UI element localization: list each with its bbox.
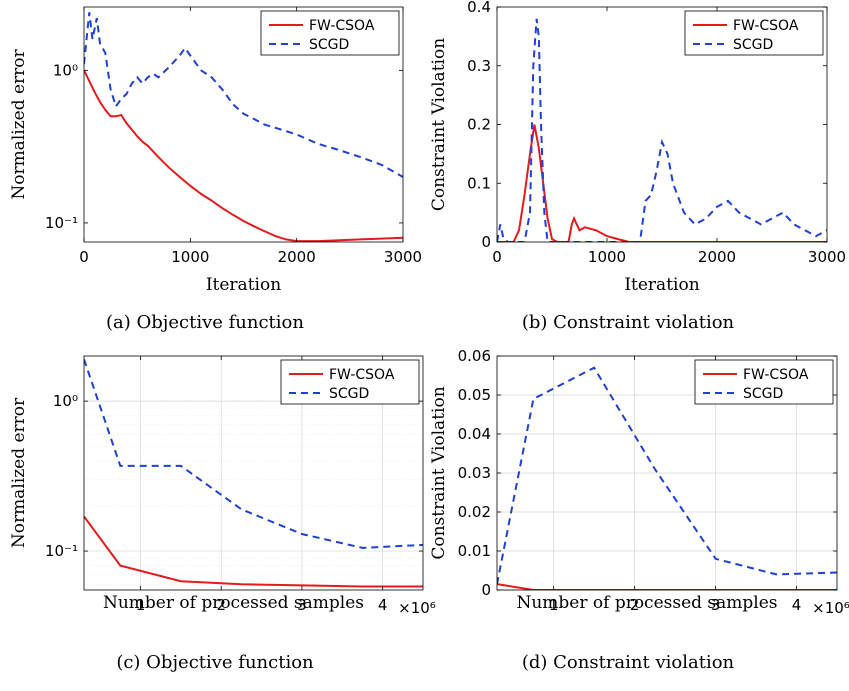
series-line-fw-csoa: [84, 515, 423, 588]
x-axis-label: Number of processed samples: [516, 593, 777, 613]
y-axis-label: Normalized error: [9, 397, 29, 548]
series-line-scgd: [497, 366, 837, 585]
legend-entry-scgd: SCGD: [309, 37, 349, 53]
x-axis-label: Iteration: [206, 275, 281, 295]
x-tick-label: 2000: [698, 248, 736, 266]
y-axis-label: Constraint Violation: [429, 386, 449, 559]
legend-entry-fw-csoa: FW-CSOA: [733, 18, 799, 34]
x-tick-label: 3000: [384, 248, 422, 266]
caption: (a) Objective function: [106, 312, 304, 333]
y-tick-label: 0: [481, 581, 491, 599]
chart-panel-b: 0 1000 2000 3000 0 0.1 0.2 0.3 0.4 Iteration Const…: [429, 0, 846, 333]
y-tick-label: 0.3: [467, 57, 491, 75]
x-tick-label: 1: [136, 596, 146, 614]
caption: (b) Constraint violation: [522, 312, 735, 333]
legend-box: [280, 359, 420, 405]
y-tick-label: 0.1: [467, 174, 491, 192]
legend-entry-fw-csoa: FW-CSOA: [329, 367, 395, 383]
legend: FW-CSOA SCGD: [260, 10, 400, 56]
y-tick-label: 0.2: [467, 116, 491, 134]
x-tick-label: 0: [492, 248, 502, 266]
series-line-scgd: [84, 12, 403, 178]
legend-entry-fw-csoa: FW-CSOA: [743, 367, 809, 383]
legend-entry-scgd: SCGD: [743, 386, 783, 402]
y-tick-label: 0: [481, 233, 491, 251]
y-tick-label: 10⁻¹: [45, 214, 78, 232]
legend-box: [684, 10, 824, 56]
x-tick-label: 0: [79, 248, 89, 266]
y-tick-label: 10⁰: [53, 392, 78, 410]
x-tick-label: 4: [792, 596, 802, 614]
y-tick-label: 0.4: [467, 0, 491, 16]
axes-box: [83, 355, 424, 591]
series-line-scgd: [497, 18, 827, 242]
legend: FW-CSOA SCGD: [684, 10, 824, 56]
chart-panel-c: 1 2 3 4 10⁻¹ 10⁰ Number of processed samples ×1…: [9, 355, 436, 673]
caption: (d) Constraint violation: [522, 652, 735, 673]
x-tick-label: 1000: [588, 248, 626, 266]
x-tick-label: 4: [378, 596, 388, 614]
series-line-fw-csoa: [497, 124, 827, 242]
legend-entry-scgd: SCGD: [733, 37, 773, 53]
x-tick-label: 3000: [808, 248, 846, 266]
y-tick-label: 0.05: [458, 386, 491, 404]
y-tick-label: 0.01: [458, 542, 491, 560]
caption: (c) Objective function: [116, 652, 314, 673]
series-line-scgd: [84, 358, 423, 549]
x-tick-label: 3: [711, 596, 721, 614]
x-tick-label: 2000: [278, 248, 316, 266]
y-axis-label: Constraint Violation: [429, 38, 449, 211]
x-tick-label: 3: [297, 596, 307, 614]
x-tick-label: 2: [630, 596, 640, 614]
y-tick-label: 0.06: [458, 347, 491, 365]
y-tick-label: 0.04: [458, 425, 491, 443]
legend-entry-fw-csoa: FW-CSOA: [309, 18, 375, 34]
x-scale-note: ×10⁶: [398, 599, 436, 617]
legend-box: [694, 359, 834, 405]
y-tick-label: 0.02: [458, 503, 491, 521]
chart-panel-a: 0 1000 2000 3000 10⁻¹ 10⁰ Iteration Normalized …: [9, 6, 422, 333]
y-axis-label: Normalized error: [9, 48, 29, 199]
legend: FW-CSOA SCGD: [694, 359, 834, 405]
legend-box: [260, 10, 400, 56]
x-tick-label: 1: [549, 596, 559, 614]
x-axis-label: Number of processed samples: [103, 593, 364, 613]
legend: FW-CSOA SCGD: [280, 359, 420, 405]
x-axis-label: Iteration: [624, 275, 699, 295]
x-scale-note: ×10⁶: [812, 599, 849, 617]
x-tick-label: 2: [216, 596, 226, 614]
y-tick-label: 10⁰: [53, 61, 78, 79]
x-tick-label: 1000: [171, 248, 209, 266]
y-tick-label: 10⁻¹: [45, 542, 78, 560]
series-line-fw-csoa: [497, 583, 837, 590]
legend-entry-scgd: SCGD: [329, 386, 369, 402]
axes-box: [83, 6, 404, 243]
chart-panel-d: 1 2 3 4 0 0.01 0.02 0.03 0.04 0.05 0.06 Number of p…: [429, 347, 849, 673]
y-tick-label: 0.03: [458, 464, 491, 482]
